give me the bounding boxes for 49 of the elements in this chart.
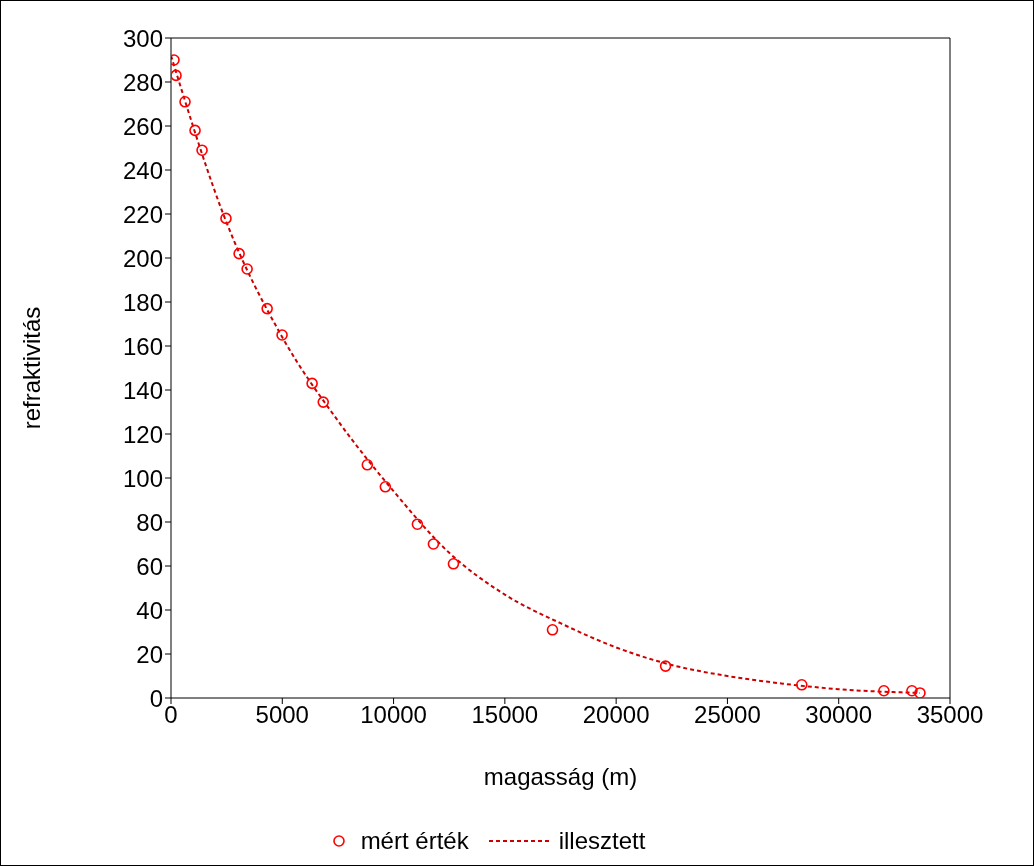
x-axis-title: magasság (m) [483, 763, 638, 790]
point [317, 396, 330, 408]
y-tick-label: 200 [122, 244, 163, 272]
y-tick-label: 140 [122, 376, 163, 404]
point [361, 459, 374, 471]
y-tick-label: 40 [136, 596, 163, 624]
point [233, 247, 245, 260]
y-tick-label: 100 [122, 464, 163, 492]
y-tick-label: 120 [122, 420, 163, 448]
point [427, 538, 440, 550]
y-tick-label: 0 [149, 684, 163, 712]
point [220, 212, 232, 225]
point [196, 144, 208, 156]
point [189, 124, 201, 137]
legend-label: mért érték [360, 827, 469, 855]
point [914, 687, 926, 698]
point [171, 69, 182, 82]
point [878, 684, 890, 697]
x-tick-label: 10000 [360, 701, 427, 729]
x-tick-label: 25000 [694, 701, 761, 729]
x-tick-label: 5000 [255, 701, 309, 729]
point [447, 558, 460, 570]
y-tick-label: 80 [136, 508, 163, 536]
point [306, 377, 318, 390]
y-tick-label: 260 [122, 112, 163, 140]
y-tick-label: 60 [136, 552, 163, 580]
point [411, 518, 424, 530]
point [179, 96, 191, 108]
y-tick-label: 180 [122, 288, 163, 316]
point [379, 481, 392, 493]
y-tick-label: 160 [122, 332, 163, 360]
legend-label: illesztett [558, 827, 646, 855]
point [276, 329, 288, 341]
x-tick-label: 35000 [916, 701, 984, 729]
point [546, 624, 559, 636]
y-tick-label: 20 [136, 640, 163, 668]
point [795, 679, 808, 691]
point [659, 660, 672, 672]
x-tick-label: 20000 [582, 701, 650, 729]
y-tick-label: 240 [122, 156, 163, 184]
point [261, 302, 273, 315]
y-tick-label: 280 [122, 68, 163, 96]
y-tick-label: 300 [122, 24, 163, 52]
y-axis-title: refraktivitás [17, 306, 45, 430]
point [906, 684, 918, 697]
x-tick-label: 15000 [471, 701, 539, 729]
point [241, 263, 253, 275]
x-tick-label: 30000 [805, 701, 873, 729]
y-tick-label: 220 [122, 200, 163, 228]
